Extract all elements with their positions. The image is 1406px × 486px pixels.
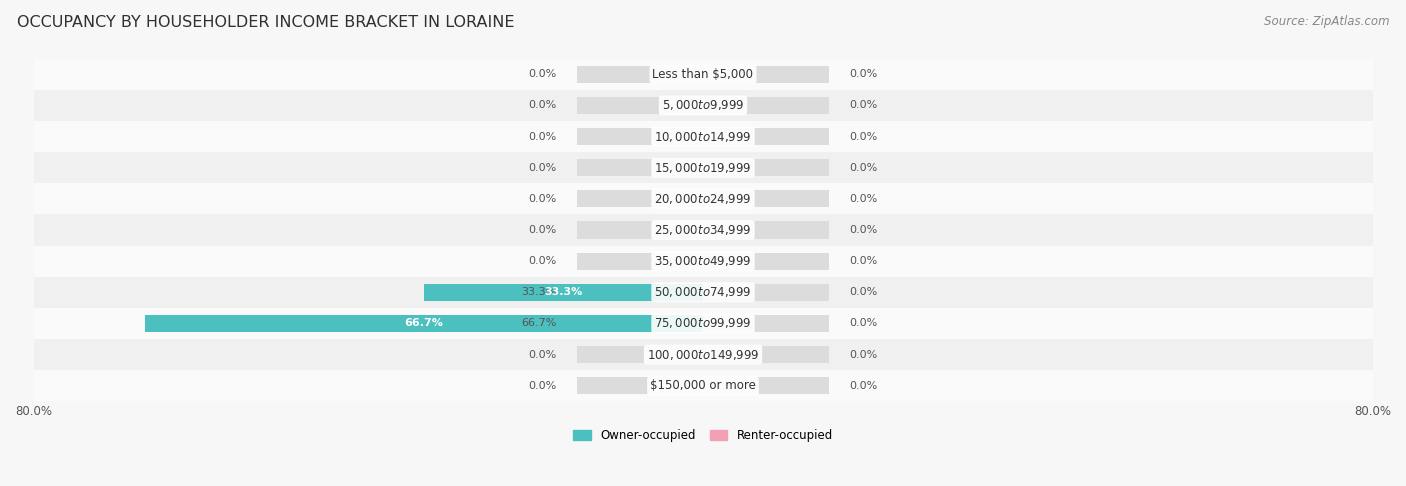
Text: 0.0%: 0.0% [849,287,877,297]
Bar [425,284,703,301]
Text: 0.0%: 0.0% [849,132,877,141]
Bar [703,346,828,363]
Bar [703,377,828,394]
Bar [34,339,1372,370]
Text: 0.0%: 0.0% [529,256,557,266]
Bar [578,253,703,270]
Bar [578,222,703,239]
Bar [145,315,703,332]
Text: 0.0%: 0.0% [529,349,557,360]
Bar [703,159,828,176]
Text: $50,000 to $74,999: $50,000 to $74,999 [654,285,752,299]
Bar [578,377,703,394]
Bar [703,222,828,239]
Bar [578,97,703,114]
Text: $100,000 to $149,999: $100,000 to $149,999 [647,347,759,362]
Text: Source: ZipAtlas.com: Source: ZipAtlas.com [1264,15,1389,28]
Bar [578,159,703,176]
Text: $20,000 to $24,999: $20,000 to $24,999 [654,192,752,206]
Text: $10,000 to $14,999: $10,000 to $14,999 [654,130,752,143]
Text: 0.0%: 0.0% [529,381,557,391]
Bar [34,90,1372,121]
Text: 33.3%: 33.3% [522,287,557,297]
Bar [578,315,703,332]
Bar [703,315,828,332]
Bar [34,245,1372,277]
Bar [703,128,828,145]
Bar [34,214,1372,245]
Bar [703,191,828,208]
Bar [34,121,1372,152]
Text: $150,000 or more: $150,000 or more [650,379,756,392]
Bar [703,66,828,83]
Bar [703,253,828,270]
Text: 33.3%: 33.3% [544,287,582,297]
Bar [34,277,1372,308]
Bar [578,284,703,301]
Text: 66.7%: 66.7% [522,318,557,329]
Text: 0.0%: 0.0% [849,381,877,391]
Bar [703,284,828,301]
Text: OCCUPANCY BY HOUSEHOLDER INCOME BRACKET IN LORAINE: OCCUPANCY BY HOUSEHOLDER INCOME BRACKET … [17,15,515,30]
Text: $35,000 to $49,999: $35,000 to $49,999 [654,254,752,268]
Text: $25,000 to $34,999: $25,000 to $34,999 [654,223,752,237]
Text: 0.0%: 0.0% [529,69,557,79]
Text: $15,000 to $19,999: $15,000 to $19,999 [654,161,752,175]
Text: 0.0%: 0.0% [529,194,557,204]
Text: 0.0%: 0.0% [849,225,877,235]
Text: 0.0%: 0.0% [529,101,557,110]
Text: 0.0%: 0.0% [529,163,557,173]
Text: $5,000 to $9,999: $5,000 to $9,999 [662,99,744,112]
Bar [34,370,1372,401]
Bar [34,152,1372,183]
Text: 0.0%: 0.0% [529,132,557,141]
Text: 0.0%: 0.0% [849,318,877,329]
Text: $75,000 to $99,999: $75,000 to $99,999 [654,316,752,330]
Bar [578,346,703,363]
Bar [578,128,703,145]
Text: 0.0%: 0.0% [849,101,877,110]
Bar [34,183,1372,214]
Bar [34,308,1372,339]
Bar [578,66,703,83]
Bar [578,191,703,208]
Text: 0.0%: 0.0% [529,225,557,235]
Text: 0.0%: 0.0% [849,256,877,266]
Text: 0.0%: 0.0% [849,194,877,204]
Text: 0.0%: 0.0% [849,349,877,360]
Text: Less than $5,000: Less than $5,000 [652,68,754,81]
Text: 0.0%: 0.0% [849,163,877,173]
Legend: Owner-occupied, Renter-occupied: Owner-occupied, Renter-occupied [568,424,838,447]
Text: 66.7%: 66.7% [405,318,443,329]
Text: 0.0%: 0.0% [849,69,877,79]
Bar [703,97,828,114]
Bar [34,59,1372,90]
